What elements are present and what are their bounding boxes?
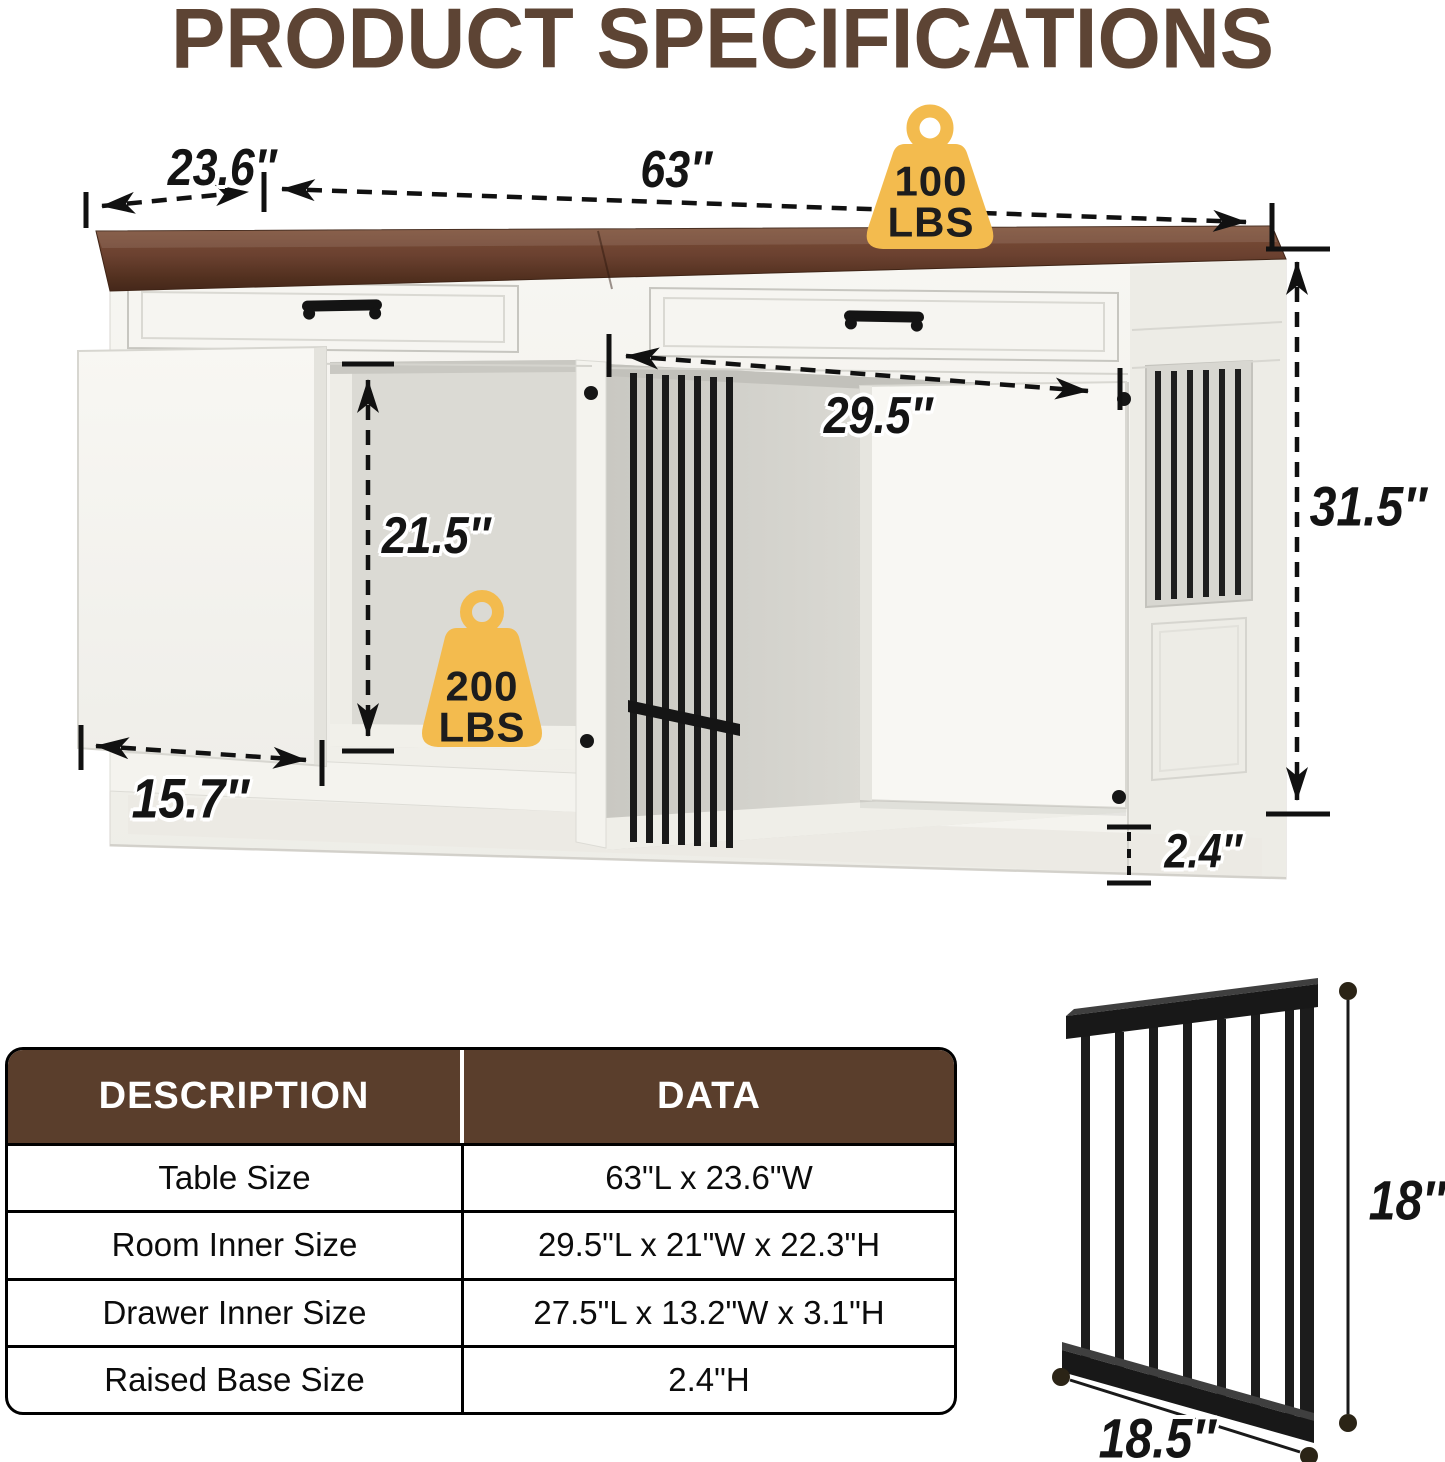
dimension-lines	[95, 179, 1308, 878]
spec-table: DESCRIPTION DATA Table Size 63"L x 23.6"…	[5, 1047, 957, 1415]
dim-label-door-width: 15.7″	[131, 766, 249, 830]
drawer-handle	[301, 299, 382, 320]
weight-label-100lbs: 100 LBS	[887, 157, 975, 245]
dim-label-gate-width: 18.5″	[1098, 1406, 1216, 1462]
dim-label-base-height: 2.4″	[1164, 825, 1242, 879]
row-value: 2.4"H	[668, 1360, 750, 1398]
left-drawer	[127, 280, 519, 354]
spec-table-header: DESCRIPTION DATA	[8, 1050, 954, 1143]
cabinet-body	[77, 225, 1287, 880]
row-label: Drawer Inner Size	[8, 1280, 464, 1345]
dim-label-gate-height: 18″	[1368, 1168, 1445, 1232]
weight-badge-100lbs	[866, 104, 994, 249]
dim-label-top-length: 63″	[640, 141, 712, 199]
gate-dimension-lines	[1069, 1000, 1350, 1454]
spec-table-header-description: DESCRIPTION	[8, 1050, 464, 1143]
row-label: Room Inner Size	[8, 1213, 464, 1278]
right-drawer	[649, 286, 1119, 363]
row-label: Table Size	[8, 1146, 464, 1211]
page-title: PRODUCT SPECIFICATIONS	[170, 0, 1275, 86]
row-value: 27.5"L x 13.2"W x 3.1"H	[533, 1293, 885, 1331]
weight-badge-200lbs	[422, 590, 542, 747]
table-row: Drawer Inner Size 27.5"L x 13.2"W x 3.1"…	[8, 1277, 954, 1345]
dim-label-overall-height: 31.5″	[1309, 474, 1427, 538]
drawer-handle	[844, 310, 925, 332]
divider-gate-illustration	[1052, 978, 1357, 1462]
table-row: Table Size 63"L x 23.6"W	[8, 1143, 954, 1211]
left-door-open	[77, 345, 327, 768]
dim-label-room-height: 21.5″	[381, 507, 491, 565]
weight-label-200lbs: 200 LBS	[438, 662, 526, 750]
spec-table-header-data: DATA	[657, 1075, 761, 1117]
table-row: Room Inner Size 29.5"L x 21"W x 22.3"H	[8, 1210, 954, 1278]
right-door-open	[859, 380, 1127, 816]
row-value: 63"L x 23.6"W	[605, 1159, 813, 1197]
table-row: Raised Base Size 2.4"H	[8, 1344, 954, 1412]
row-value: 29.5"L x 21"W x 22.3"H	[537, 1226, 881, 1264]
dim-label-top-depth: 23.6″	[167, 139, 277, 197]
dimension-ticks	[78, 172, 1330, 886]
spec-table-body: Table Size 63"L x 23.6"W Room Inner Size…	[8, 1143, 954, 1412]
side-recessed-panel	[1151, 616, 1247, 782]
side-bars-window	[1145, 359, 1253, 609]
inner-divider-bars	[628, 373, 740, 848]
row-label: Raised Base Size	[8, 1347, 464, 1412]
dim-label-room-width: 29.5″	[823, 387, 933, 445]
